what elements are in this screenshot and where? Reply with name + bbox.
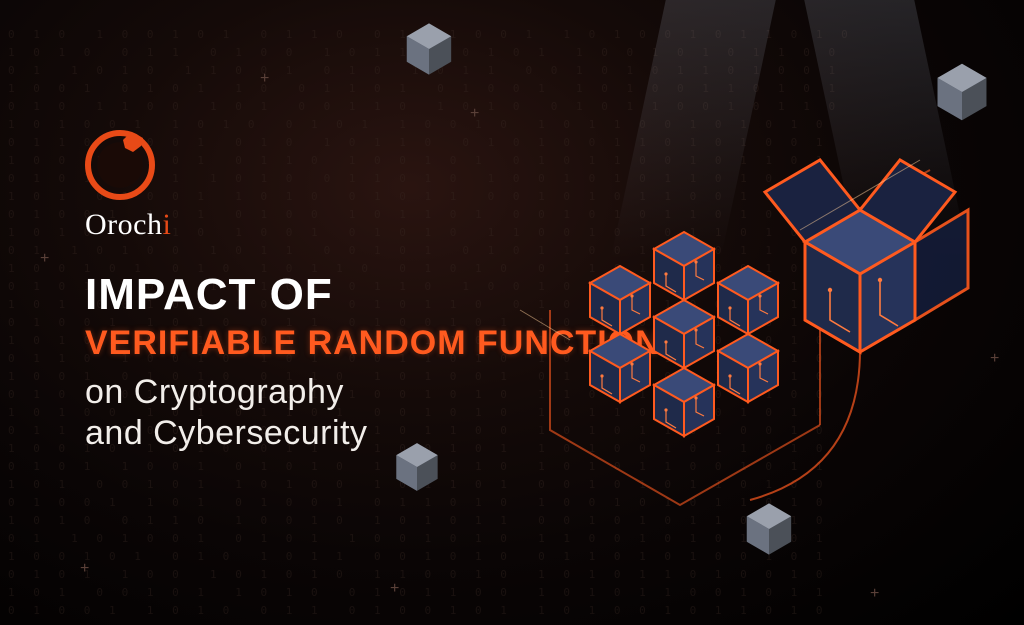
brand-name-accent: i — [162, 208, 171, 241]
plus-decor: + — [470, 105, 479, 123]
logo-area: Orochi — [85, 130, 171, 242]
plus-decor: + — [260, 70, 269, 88]
brand-name-main: Oroch — [85, 208, 162, 241]
orochi-logo-icon — [85, 130, 155, 200]
hex-decor-icon — [930, 60, 994, 124]
plus-decor: + — [80, 560, 89, 578]
plus-decor: + — [40, 250, 49, 268]
hex-decor-icon — [400, 20, 458, 78]
brand-name: Orochi — [85, 208, 171, 242]
plus-decor: + — [870, 585, 879, 603]
plus-decor: + — [390, 580, 399, 598]
cube-cluster-illustration — [560, 170, 1000, 570]
